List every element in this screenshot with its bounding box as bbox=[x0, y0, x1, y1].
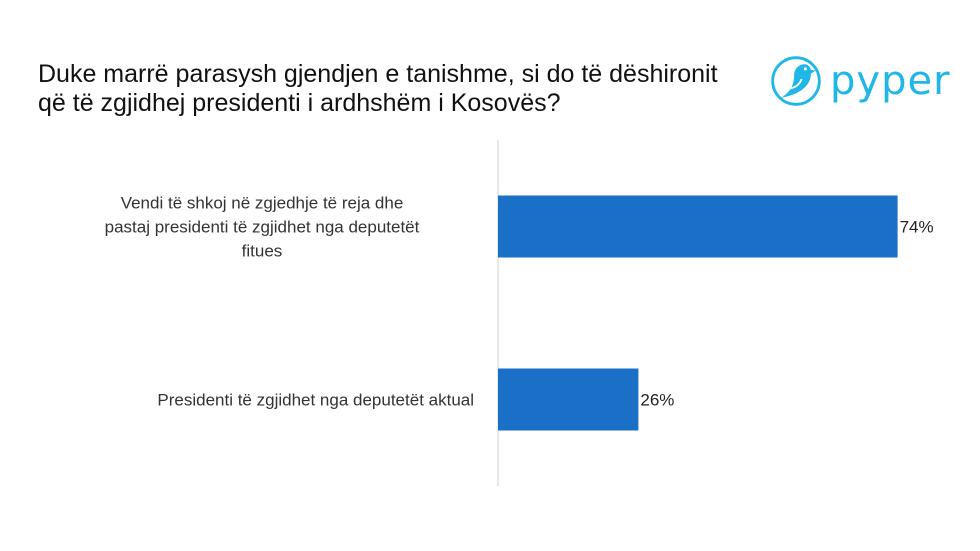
bar-1 bbox=[498, 368, 639, 431]
bird-icon bbox=[771, 56, 821, 106]
logo-text: pyper bbox=[830, 58, 951, 104]
category-label-0-line-2: fitues bbox=[242, 242, 283, 261]
pyper-logo: pyper bbox=[768, 50, 958, 112]
value-label-0: 74% bbox=[900, 218, 934, 237]
bar-0 bbox=[498, 195, 898, 258]
value-label-1: 26% bbox=[640, 391, 674, 410]
category-label-1-line-0: Presidenti të zgjidhet nga deputetët akt… bbox=[157, 391, 474, 410]
chart-title: Duke marrë parasysh gjendjen e tanishme,… bbox=[38, 60, 718, 117]
category-label-0-line-1: pastaj presidenti të zgjidhet nga depute… bbox=[105, 218, 420, 237]
category-label-0-line-0: Vendi të shkoj në zgjedhje të reja dhe bbox=[121, 194, 404, 213]
